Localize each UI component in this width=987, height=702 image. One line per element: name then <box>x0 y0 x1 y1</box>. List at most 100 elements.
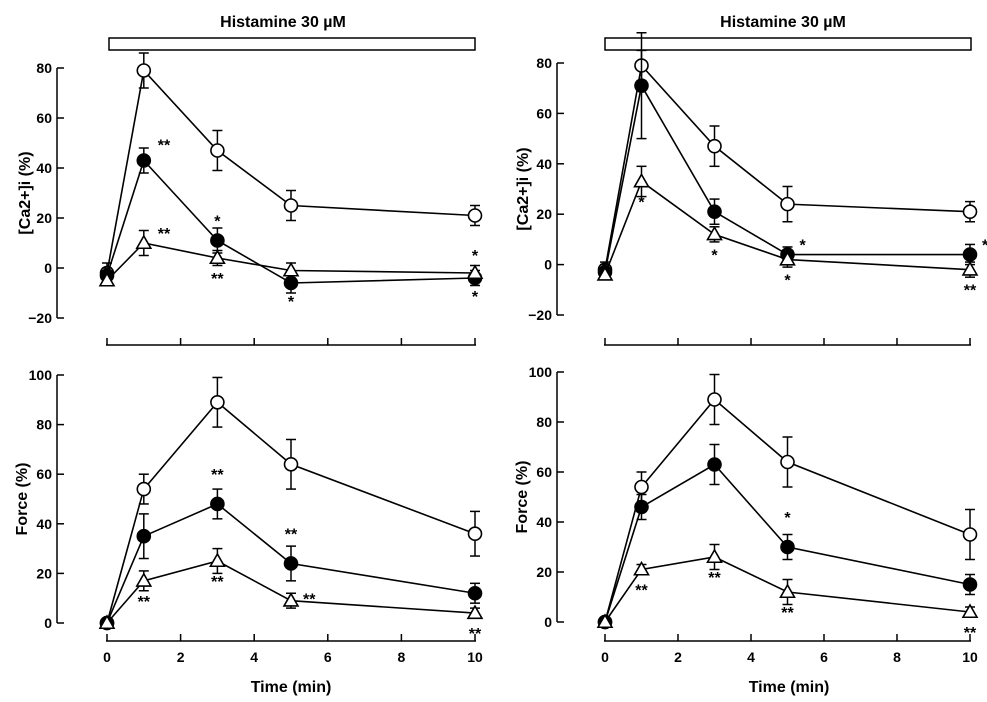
y-axis-label: Force (%) <box>514 461 531 534</box>
significance-label: ** <box>469 626 482 643</box>
data-point <box>779 583 796 599</box>
y-tick-label: 40 <box>36 516 52 532</box>
x-tick-label: 0 <box>103 649 111 665</box>
y-tick-label: 80 <box>536 414 552 430</box>
data-point <box>707 392 722 407</box>
data-point <box>596 613 614 629</box>
series-open-triangle: ***** <box>98 226 484 288</box>
significance-label: ** <box>303 592 316 609</box>
y-tick-label: −20 <box>528 307 552 323</box>
significance-label: * <box>784 273 791 290</box>
data-point <box>962 247 978 262</box>
data-point <box>466 604 484 620</box>
data-point <box>283 556 299 571</box>
series-open-circle <box>597 49 978 278</box>
data-point <box>634 499 649 515</box>
significance-label: ** <box>964 283 977 300</box>
significance-label: ** <box>211 574 224 591</box>
significance-label: ** <box>708 570 721 587</box>
significance-label: * <box>800 238 807 255</box>
data-point <box>706 548 723 564</box>
data-point <box>780 539 795 555</box>
x-tick-label: 4 <box>250 649 258 665</box>
x-tick-label: 4 <box>747 649 755 665</box>
significance-label: ** <box>211 467 224 484</box>
x-tick-label: 10 <box>467 649 483 665</box>
data-point <box>98 614 116 630</box>
data-point <box>706 225 723 241</box>
treatment-label: Histamine 30 µM <box>720 14 846 31</box>
data-point <box>209 249 226 265</box>
data-point <box>282 261 300 277</box>
series-filled-circle: ** <box>597 32 987 281</box>
data-point <box>135 572 153 587</box>
y-tick-label: 60 <box>536 464 552 480</box>
data-point <box>136 528 152 544</box>
y-tick-label: 60 <box>36 466 52 482</box>
x-tick-label: 10 <box>962 649 978 665</box>
y-tick-label: −20 <box>28 310 52 326</box>
y-tick-label: 20 <box>36 210 52 226</box>
y-tick-label: 80 <box>36 60 52 76</box>
data-point <box>210 233 225 248</box>
series-open-circle <box>99 376 483 631</box>
data-point <box>633 172 650 188</box>
x-tick-label: 6 <box>820 649 828 665</box>
data-point <box>780 196 795 212</box>
data-point <box>467 585 483 601</box>
data-point <box>634 479 649 495</box>
data-point <box>961 603 979 619</box>
significance-label: ** <box>211 271 224 288</box>
significance-label: * <box>214 214 221 231</box>
series-open-circle <box>99 52 483 284</box>
data-point <box>282 592 300 607</box>
y-tick-label: 100 <box>529 364 553 380</box>
significance-label: ** <box>285 526 298 543</box>
y-axis-label: [Ca2+]i (%) <box>515 147 532 230</box>
significance-label: ** <box>158 226 171 243</box>
data-point <box>596 266 614 281</box>
y-tick-label: 20 <box>536 564 552 580</box>
data-point <box>467 208 483 223</box>
data-point <box>136 153 152 168</box>
y-tick-label: 40 <box>536 514 552 530</box>
data-point <box>962 204 978 219</box>
data-point <box>283 456 299 472</box>
y-tick-label: 20 <box>536 206 552 222</box>
y-tick-label: 0 <box>44 615 52 631</box>
data-point <box>283 198 299 213</box>
series-open-triangle: ** ** ** ** <box>98 547 484 643</box>
data-point <box>210 496 225 512</box>
y-tick-label: 60 <box>536 105 552 121</box>
significance-label: * <box>711 247 718 264</box>
series-open-triangle: ** ** ** ** <box>596 543 979 642</box>
y-tick-label: 60 <box>36 110 52 126</box>
data-point <box>707 204 722 219</box>
y-tick-label: 80 <box>536 55 552 71</box>
significance-label: * <box>638 194 645 211</box>
data-point <box>961 261 979 276</box>
series-line <box>604 63 971 270</box>
series-line <box>604 83 970 273</box>
y-tick-label: 0 <box>44 260 52 276</box>
treatment-bar <box>604 37 972 51</box>
data-point <box>707 457 722 472</box>
data-point <box>210 143 225 158</box>
x-tick-label: 2 <box>674 649 682 665</box>
data-point <box>210 394 225 410</box>
significance-label: ** <box>964 625 977 642</box>
y-tick-label: 0 <box>544 257 552 273</box>
data-point <box>467 526 483 542</box>
data-point <box>466 264 484 280</box>
x-tick-label: 6 <box>324 649 332 665</box>
data-point <box>98 271 116 287</box>
significance-label: * <box>288 294 295 311</box>
treatment-bar <box>108 37 476 51</box>
significance-label: * <box>982 238 987 255</box>
significance-label: * <box>472 289 479 306</box>
y-tick-label: 40 <box>36 160 52 176</box>
significance-label: * <box>472 248 479 265</box>
